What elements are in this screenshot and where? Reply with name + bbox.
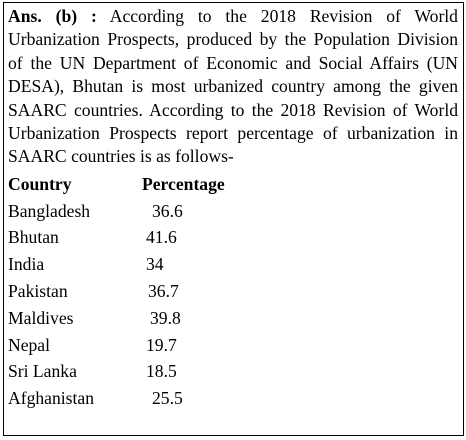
percentage-cell: 41.6 (146, 227, 177, 248)
percentage-cell: 39.8 (150, 307, 181, 328)
percentage-cell: 34 (146, 254, 164, 275)
urbanization-table: Country Percentage Bangladesh 36.6 Bhutan 4… (8, 171, 225, 412)
table-row: India 34 (8, 251, 225, 278)
table-row: Sri Lanka 18.5 (8, 358, 225, 385)
answer-text: According to the 2018 Revision of World … (8, 6, 458, 167)
table-row: Nepal 19.7 (8, 332, 225, 359)
country-cell: Pakistan (8, 280, 68, 301)
country-cell: Afghanistan (8, 388, 94, 409)
header-row: Country Percentage (8, 171, 225, 198)
country-cell: India (8, 254, 45, 275)
percentage-cell: 25.5 (152, 388, 183, 409)
percentage-cell: 18.5 (146, 361, 177, 382)
table-row: Pakistan 36.7 (8, 278, 225, 305)
country-cell: Sri Lanka (8, 361, 77, 382)
answer-paragraph: Ans. (b) : According to the 2018 Revisio… (8, 3, 458, 169)
country-cell: Maldives (8, 307, 74, 328)
header-cell: Percentage (142, 173, 225, 194)
table-row: Bangladesh 36.6 (8, 198, 225, 225)
percentage-cell: 36.7 (148, 280, 179, 301)
table-body: Bangladesh 36.6 Bhutan 41.6 India 34 Pakistan 3… (8, 198, 225, 412)
answer-label: Ans. (b) : (8, 6, 97, 26)
table-row: Bhutan 41.6 (8, 224, 225, 251)
table-row: Maldives 39.8 (8, 305, 225, 332)
country-cell: Bangladesh (8, 200, 91, 221)
table-row: Afghanistan 25.5 (8, 385, 225, 412)
header-cell: Country (8, 173, 72, 194)
percentage-cell: 19.7 (146, 334, 177, 355)
country-cell: Bhutan (8, 227, 59, 248)
country-cell: Nepal (8, 334, 51, 355)
percentage-cell: 36.6 (152, 200, 183, 221)
answer-box: Ans. (b) : According to the 2018 Revisio… (3, 2, 464, 436)
